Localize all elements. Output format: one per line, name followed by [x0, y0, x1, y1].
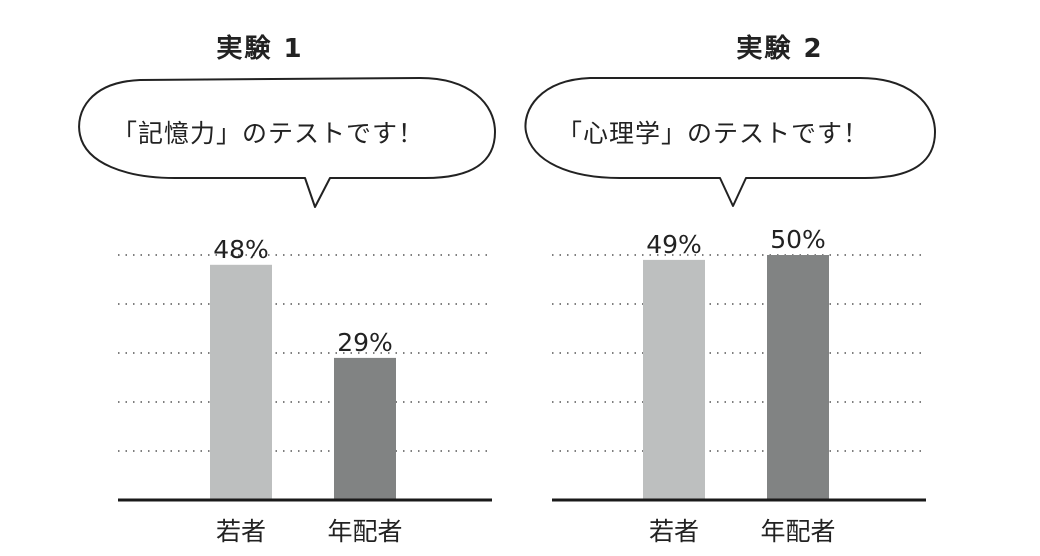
chart-title: 実験 1	[216, 34, 304, 64]
x-tick-label: 年配者	[760, 517, 835, 546]
speech-bubble-text: 「記憶力」のテストです！	[112, 119, 425, 148]
x-tick-label: 若者	[649, 517, 699, 546]
x-tick-label: 若者	[216, 517, 266, 546]
data-label: 29%	[337, 328, 393, 357]
chart-title: 実験 2	[736, 34, 824, 64]
bar-young	[643, 259, 705, 500]
data-label: 48%	[213, 235, 269, 264]
data-label: 49%	[646, 230, 702, 259]
speech-bubble-text: 「心理学」のテストです！	[557, 119, 870, 148]
bar-young	[210, 264, 272, 500]
data-label: 50%	[770, 225, 826, 254]
bar-chart-plot: 49% 若者 50% 年配者	[552, 225, 926, 546]
bar-elderly	[767, 255, 829, 500]
speech-bubble-shape	[78, 77, 496, 208]
bar-chart-plot: 48% 若者 29% 年配者	[118, 235, 492, 546]
speech-bubble-shape	[524, 77, 936, 207]
bar-elderly	[334, 357, 396, 500]
chart-panel-experiment-2: 実験 2 「心理学」のテストです！ 49% 若者 50% 年配者	[520, 0, 1040, 556]
chart-panel-experiment-1: 実験 1 「記憶力」のテストです！ 48% 若者 29% 年配者	[78, 34, 496, 546]
x-tick-label: 年配者	[327, 517, 402, 546]
